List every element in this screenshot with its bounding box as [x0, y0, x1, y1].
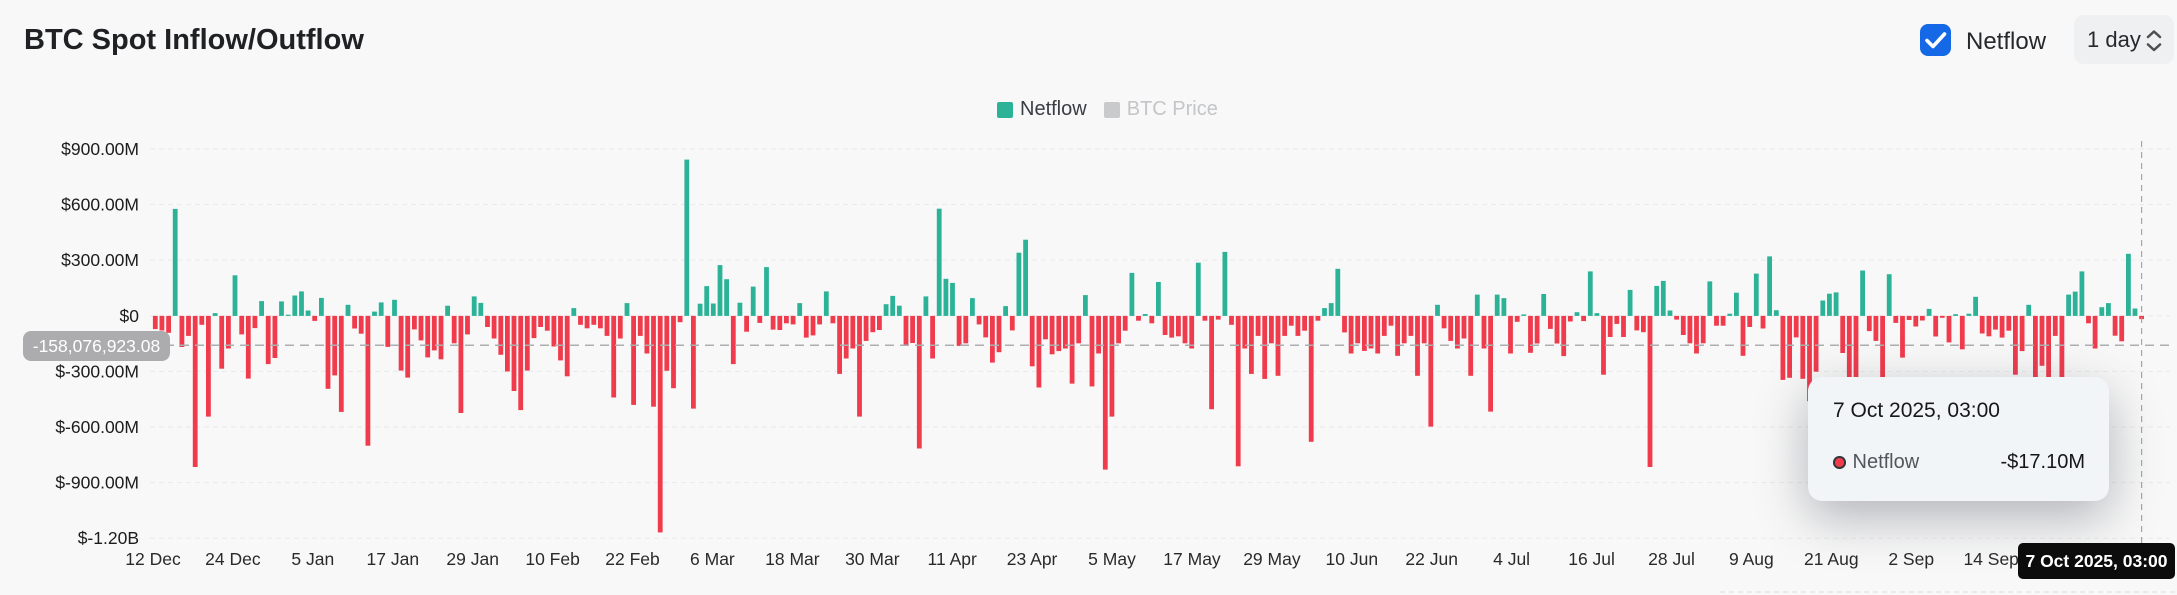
svg-text:28 Jul: 28 Jul — [1648, 549, 1695, 569]
svg-text:10 Feb: 10 Feb — [525, 549, 579, 569]
svg-text:$-600.00M: $-600.00M — [55, 417, 139, 437]
svg-text:$300.00M: $300.00M — [61, 250, 139, 270]
svg-text:$900.00M: $900.00M — [61, 139, 139, 159]
svg-text:30 Mar: 30 Mar — [845, 549, 900, 569]
svg-text:5 Jan: 5 Jan — [291, 549, 334, 569]
svg-text:18 Mar: 18 Mar — [765, 549, 820, 569]
svg-text:17 May: 17 May — [1163, 549, 1221, 569]
svg-text:$-300.00M: $-300.00M — [55, 361, 139, 381]
svg-text:16 Jul: 16 Jul — [1568, 549, 1615, 569]
svg-text:14 Sep: 14 Sep — [1963, 549, 2018, 569]
svg-text:17 Jan: 17 Jan — [367, 549, 420, 569]
svg-text:12 Dec: 12 Dec — [125, 549, 181, 569]
svg-text:2 Sep: 2 Sep — [1888, 549, 1934, 569]
svg-text:$600.00M: $600.00M — [61, 195, 139, 215]
svg-text:6 Mar: 6 Mar — [690, 549, 735, 569]
svg-text:11 Apr: 11 Apr — [928, 549, 977, 569]
svg-text:$-1.20B: $-1.20B — [78, 528, 139, 548]
svg-text:4 Jul: 4 Jul — [1493, 549, 1530, 569]
svg-text:22 Feb: 22 Feb — [605, 549, 659, 569]
svg-text:9 Aug: 9 Aug — [1729, 549, 1774, 569]
svg-text:29 May: 29 May — [1243, 549, 1301, 569]
svg-text:29 Jan: 29 Jan — [446, 549, 499, 569]
svg-text:$0: $0 — [120, 306, 140, 326]
svg-text:$-900.00M: $-900.00M — [55, 473, 139, 493]
svg-text:24 Dec: 24 Dec — [205, 549, 261, 569]
svg-text:21 Aug: 21 Aug — [1804, 549, 1859, 569]
svg-text:23 Apr: 23 Apr — [1007, 549, 1058, 569]
svg-text:5 May: 5 May — [1088, 549, 1136, 569]
svg-text:22 Jun: 22 Jun — [1405, 549, 1458, 569]
svg-text:10 Jun: 10 Jun — [1326, 549, 1379, 569]
